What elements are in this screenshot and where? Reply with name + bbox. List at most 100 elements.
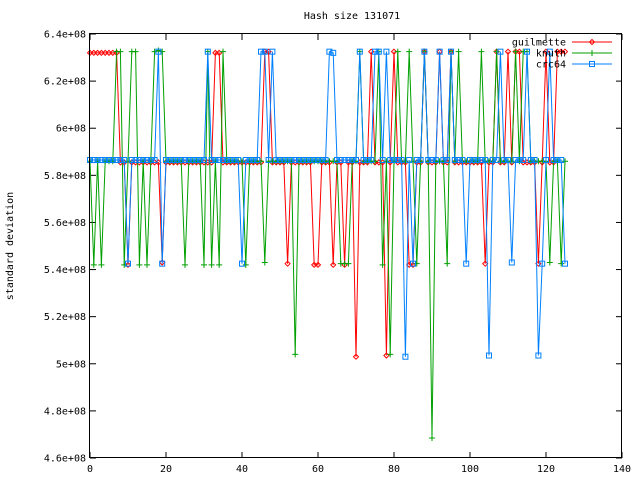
series-line-crc64 xyxy=(90,51,566,357)
data-point-crc64 xyxy=(334,157,340,164)
data-point-knuth xyxy=(261,259,268,266)
data-point-crc64 xyxy=(159,260,166,267)
data-point-crc64 xyxy=(201,157,207,164)
data-point-crc64 xyxy=(197,157,204,164)
data-point-knuth xyxy=(151,48,158,55)
data-point-knuth xyxy=(345,260,352,267)
data-point-crc64 xyxy=(535,352,542,359)
data-point-crc64 xyxy=(212,157,219,164)
series-crc64 xyxy=(87,48,568,360)
data-point-crc64 xyxy=(478,157,485,164)
data-point-knuth xyxy=(413,260,420,267)
data-point-knuth xyxy=(292,351,299,358)
x-tick-label: 0 xyxy=(87,464,93,475)
data-point-crc64 xyxy=(269,48,276,55)
data-point-crc64 xyxy=(166,157,173,164)
data-point-crc64 xyxy=(117,157,124,164)
y-tick-label: 5.4e+08 xyxy=(44,265,86,276)
data-point-guilmette xyxy=(314,261,322,269)
data-point-crc64 xyxy=(307,157,314,164)
x-tick-label: 40 xyxy=(236,464,248,475)
data-point-crc64 xyxy=(284,157,291,164)
data-point-crc64 xyxy=(402,353,409,360)
y-tick-label: 5.8e+08 xyxy=(44,171,86,182)
data-point-crc64 xyxy=(185,157,192,164)
y-tick-label: 4.8e+08 xyxy=(44,406,86,417)
data-point-crc64 xyxy=(406,157,413,164)
data-point-crc64 xyxy=(451,157,458,164)
data-point-guilmette xyxy=(124,261,132,269)
data-point-crc64 xyxy=(436,48,443,55)
data-point-crc64 xyxy=(425,157,432,164)
data-point-crc64 xyxy=(550,157,557,164)
data-point-crc64 xyxy=(558,157,565,164)
data-point-crc64 xyxy=(170,157,177,164)
data-point-knuth xyxy=(383,158,390,165)
data-point-knuth xyxy=(136,261,143,268)
data-point-knuth xyxy=(387,351,394,358)
data-point-knuth xyxy=(125,158,131,165)
data-point-crc64 xyxy=(512,157,519,164)
data-point-crc64 xyxy=(463,260,470,267)
data-point-crc64 xyxy=(417,157,424,164)
data-point-knuth xyxy=(379,261,386,268)
data-point-crc64 xyxy=(360,157,367,164)
data-point-crc64 xyxy=(140,157,147,164)
data-point-knuth xyxy=(508,158,515,165)
y-tick-label: 6.4e+08 xyxy=(44,30,86,41)
data-point-crc64 xyxy=(326,48,333,55)
data-point-knuth xyxy=(182,261,188,268)
data-point-knuth xyxy=(239,158,245,165)
data-point-knuth xyxy=(562,158,568,165)
data-point-crc64 xyxy=(292,157,299,164)
data-point-crc64 xyxy=(524,48,530,55)
data-point-crc64 xyxy=(410,260,416,267)
data-point-crc64 xyxy=(444,157,451,164)
legend-label: guilmette xyxy=(512,38,566,49)
data-point-crc64 xyxy=(220,157,226,164)
data-point-crc64 xyxy=(467,157,473,164)
data-point-crc64 xyxy=(474,157,481,164)
data-point-crc64 xyxy=(261,48,268,55)
data-point-crc64 xyxy=(520,157,527,164)
data-point-crc64 xyxy=(189,157,196,164)
data-point-knuth xyxy=(216,261,223,268)
data-point-knuth xyxy=(208,261,215,268)
data-point-knuth xyxy=(455,48,462,55)
data-point-crc64 xyxy=(280,157,287,164)
data-point-guilmette xyxy=(390,48,398,55)
data-point-crc64 xyxy=(505,157,511,164)
data-point-crc64 xyxy=(296,157,302,164)
data-point-crc64 xyxy=(109,157,116,164)
data-point-knuth xyxy=(220,48,226,55)
data-point-crc64 xyxy=(231,157,238,164)
data-point-crc64 xyxy=(315,157,321,164)
data-point-crc64 xyxy=(345,157,352,164)
data-point-crc64 xyxy=(432,157,439,164)
data-point-crc64 xyxy=(353,157,359,164)
legend-label: knuth xyxy=(536,49,566,60)
data-point-crc64 xyxy=(413,157,420,164)
data-point-guilmette xyxy=(561,48,569,55)
data-point-crc64 xyxy=(330,49,337,56)
data-point-crc64 xyxy=(372,48,378,55)
y-tick-label: 6.2e+08 xyxy=(44,77,86,88)
legend-marker-crc64 xyxy=(589,61,595,67)
data-point-crc64 xyxy=(349,157,356,164)
data-point-guilmette xyxy=(329,261,337,269)
data-point-knuth xyxy=(558,260,565,267)
y-axis: 4.6e+08 4.8e+08 5e+08 5.2e+08 5.4e+08 5.6e+08… xyxy=(44,30,622,465)
x-tick-label: 100 xyxy=(461,464,479,475)
data-point-crc64 xyxy=(136,157,143,164)
data-point-crc64 xyxy=(155,48,162,55)
y-axis-label: standard deviation xyxy=(5,192,16,300)
data-point-crc64 xyxy=(429,157,435,164)
data-point-knuth xyxy=(117,48,124,55)
data-point-crc64 xyxy=(322,157,329,164)
data-point-crc64 xyxy=(299,157,306,164)
data-point-knuth xyxy=(90,261,97,268)
x-tick-label: 120 xyxy=(537,464,555,475)
y-tick-label: 5.6e+08 xyxy=(44,218,86,229)
data-point-guilmette xyxy=(284,260,291,267)
